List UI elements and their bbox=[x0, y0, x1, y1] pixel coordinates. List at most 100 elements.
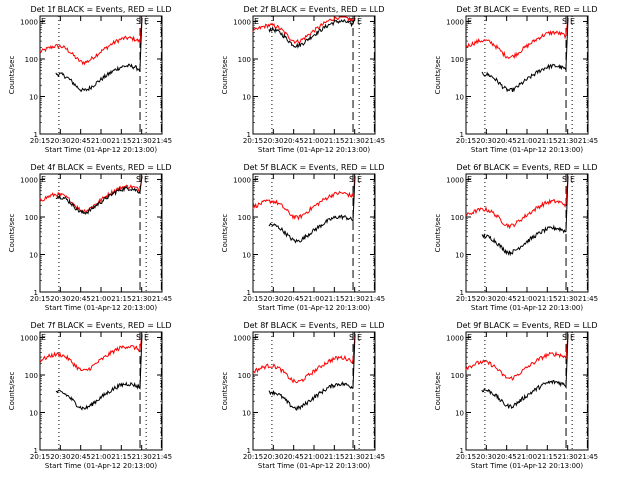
y-tick-label: 100 bbox=[25, 214, 38, 222]
panel-6: Det 6f BLACK = Events, RED = LLD 1 10 100 10… bbox=[434, 163, 598, 312]
lld-series bbox=[465, 333, 569, 381]
x-tick-label: 21:30 bbox=[345, 137, 365, 145]
x-tick-label: 21:00 bbox=[91, 453, 111, 461]
y-tick-label: 100 bbox=[451, 214, 464, 222]
x-tick-label: 20:45 bbox=[284, 295, 304, 303]
x-tick-label: 21:00 bbox=[304, 137, 324, 145]
y-axis-label: Counts/sec bbox=[221, 372, 229, 411]
y-tick-label: 10 bbox=[455, 251, 464, 259]
events-series bbox=[481, 333, 569, 410]
x-tick-label: 20:30 bbox=[50, 295, 70, 303]
panel-7: Det 7f BLACK = Events, RED = LLD 1 10 100 10… bbox=[8, 321, 172, 470]
x-axis-label: Start Time (01-Apr-12 20:13:00) bbox=[471, 462, 583, 470]
x-tick-label: 21:30 bbox=[558, 453, 578, 461]
lld-series bbox=[465, 17, 569, 60]
y-tick-label: 1000 bbox=[446, 334, 464, 342]
events-series bbox=[55, 175, 143, 215]
panel-4: Det 4f BLACK = Events, RED = LLD 1 10 100 10… bbox=[8, 163, 172, 312]
panel-title: Det 3f BLACK = Events, RED = LLD bbox=[456, 5, 597, 14]
y-tick-label: 1000 bbox=[233, 334, 251, 342]
x-tick-label: 20:30 bbox=[50, 137, 70, 145]
x-tick-label: 20:15 bbox=[456, 137, 476, 145]
x-tick-label: 20:30 bbox=[476, 137, 496, 145]
marker-label-s: S bbox=[349, 17, 354, 26]
marker-label-e: E bbox=[41, 333, 46, 342]
x-tick-label: 21:00 bbox=[91, 295, 111, 303]
y-tick-label: 10 bbox=[29, 93, 38, 101]
marker-label-e: E bbox=[467, 17, 472, 26]
marker-label-e: E bbox=[570, 333, 575, 342]
y-axis-label: Counts/sec bbox=[434, 56, 442, 95]
events-series bbox=[268, 17, 356, 49]
x-tick-label: 20:15 bbox=[243, 295, 263, 303]
marker-label-e: E bbox=[254, 333, 259, 342]
x-tick-label: 20:15 bbox=[456, 295, 476, 303]
x-tick-label: 21:30 bbox=[132, 137, 152, 145]
y-tick-label: 1000 bbox=[20, 334, 38, 342]
marker-label-e: E bbox=[357, 17, 362, 26]
y-tick-label: 100 bbox=[451, 372, 464, 380]
y-tick-label: 10 bbox=[242, 251, 251, 259]
panel-title: Det 4f BLACK = Events, RED = LLD bbox=[30, 163, 171, 172]
panel-title: Det 9f BLACK = Events, RED = LLD bbox=[456, 321, 597, 330]
marker-label-s: S bbox=[136, 333, 141, 342]
marker-label-e: E bbox=[357, 333, 362, 342]
y-tick-label: 10 bbox=[29, 409, 38, 417]
marker-label-e: E bbox=[467, 175, 472, 184]
x-axis-label: Start Time (01-Apr-12 20:13:00) bbox=[45, 462, 157, 470]
x-tick-label: 20:45 bbox=[497, 295, 517, 303]
x-axis-label: Start Time (01-Apr-12 20:13:00) bbox=[258, 462, 370, 470]
y-tick-label: 1000 bbox=[20, 18, 38, 26]
marker-label-e: E bbox=[467, 333, 472, 342]
marker-label-e: E bbox=[144, 175, 149, 184]
x-tick-label: 21:15 bbox=[537, 453, 557, 461]
panel-3: Det 3f BLACK = Events, RED = LLD 1 10 100 10… bbox=[434, 5, 598, 154]
marker-label-e: E bbox=[570, 17, 575, 26]
x-tick-label: 20:45 bbox=[497, 137, 517, 145]
y-tick-label: 1 bbox=[460, 289, 464, 297]
x-tick-label: 20:45 bbox=[71, 137, 91, 145]
x-tick-label: 21:15 bbox=[537, 137, 557, 145]
marker-label-s: S bbox=[349, 333, 354, 342]
panel-title: Det 2f BLACK = Events, RED = LLD bbox=[243, 5, 384, 14]
panel-title: Det 5f BLACK = Events, RED = LLD bbox=[243, 163, 384, 172]
lld-series bbox=[252, 175, 356, 221]
x-tick-label: 20:30 bbox=[263, 295, 283, 303]
x-tick-label: 21:15 bbox=[324, 137, 344, 145]
y-tick-label: 1 bbox=[460, 131, 464, 139]
x-tick-label: 20:15 bbox=[30, 295, 50, 303]
marker-label-s: S bbox=[562, 175, 567, 184]
y-tick-label: 100 bbox=[25, 56, 38, 64]
y-tick-label: 100 bbox=[25, 372, 38, 380]
x-tick-label: 20:45 bbox=[71, 295, 91, 303]
y-tick-label: 1000 bbox=[233, 18, 251, 26]
x-tick-label: 21:30 bbox=[558, 137, 578, 145]
y-tick-label: 10 bbox=[29, 251, 38, 259]
x-tick-label: 20:30 bbox=[476, 295, 496, 303]
y-tick-label: 1 bbox=[460, 447, 464, 455]
panel-8: Det 8f BLACK = Events, RED = LLD 1 10 100 10… bbox=[221, 321, 385, 470]
events-series bbox=[55, 17, 143, 93]
x-tick-label: 21:30 bbox=[345, 453, 365, 461]
marker-label-s: S bbox=[562, 17, 567, 26]
events-series bbox=[268, 333, 356, 411]
panel-title: Det 6f BLACK = Events, RED = LLD bbox=[456, 163, 597, 172]
x-axis-label: Start Time (01-Apr-12 20:13:00) bbox=[45, 304, 157, 312]
x-tick-label: 20:15 bbox=[243, 137, 263, 145]
y-tick-label: 1 bbox=[34, 447, 38, 455]
y-tick-label: 100 bbox=[451, 56, 464, 64]
y-tick-label: 1000 bbox=[446, 18, 464, 26]
x-tick-label: 20:30 bbox=[50, 453, 70, 461]
events-series bbox=[481, 175, 569, 257]
x-tick-label: 21:00 bbox=[304, 453, 324, 461]
y-tick-label: 1000 bbox=[446, 176, 464, 184]
y-tick-label: 100 bbox=[238, 214, 251, 222]
lld-series bbox=[39, 333, 143, 372]
x-tick-label: 20:15 bbox=[456, 453, 476, 461]
y-axis-label: Counts/sec bbox=[434, 372, 442, 411]
x-tick-label: 20:15 bbox=[243, 453, 263, 461]
y-tick-label: 100 bbox=[238, 372, 251, 380]
marker-label-s: S bbox=[136, 175, 141, 184]
x-axis-label: Start Time (01-Apr-12 20:13:00) bbox=[471, 304, 583, 312]
